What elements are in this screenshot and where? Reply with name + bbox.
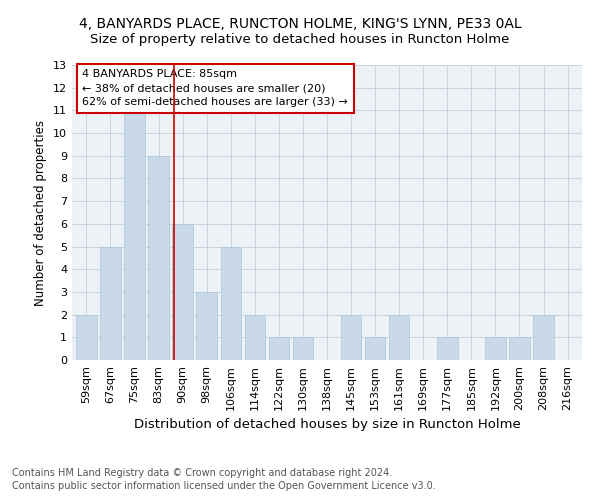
Text: Size of property relative to detached houses in Runcton Holme: Size of property relative to detached ho… [91, 32, 509, 46]
Bar [148, 156, 169, 360]
Bar [172, 224, 193, 360]
Bar [365, 338, 385, 360]
Bar [196, 292, 217, 360]
Text: Contains HM Land Registry data © Crown copyright and database right 2024.: Contains HM Land Registry data © Crown c… [12, 468, 392, 477]
Bar [221, 246, 241, 360]
Bar [341, 314, 361, 360]
Bar [437, 338, 458, 360]
X-axis label: Distribution of detached houses by size in Runcton Holme: Distribution of detached houses by size … [134, 418, 520, 431]
Bar [124, 110, 145, 360]
Bar [293, 338, 313, 360]
Text: 4, BANYARDS PLACE, RUNCTON HOLME, KING'S LYNN, PE33 0AL: 4, BANYARDS PLACE, RUNCTON HOLME, KING'S… [79, 18, 521, 32]
Text: 4 BANYARDS PLACE: 85sqm
← 38% of detached houses are smaller (20)
62% of semi-de: 4 BANYARDS PLACE: 85sqm ← 38% of detache… [82, 70, 348, 108]
Text: Contains public sector information licensed under the Open Government Licence v3: Contains public sector information licen… [12, 481, 436, 491]
Y-axis label: Number of detached properties: Number of detached properties [34, 120, 47, 306]
Bar [269, 338, 289, 360]
Bar [76, 314, 97, 360]
Bar [485, 338, 506, 360]
Bar [533, 314, 554, 360]
Bar [245, 314, 265, 360]
Bar [509, 338, 530, 360]
Bar [100, 246, 121, 360]
Bar [389, 314, 409, 360]
